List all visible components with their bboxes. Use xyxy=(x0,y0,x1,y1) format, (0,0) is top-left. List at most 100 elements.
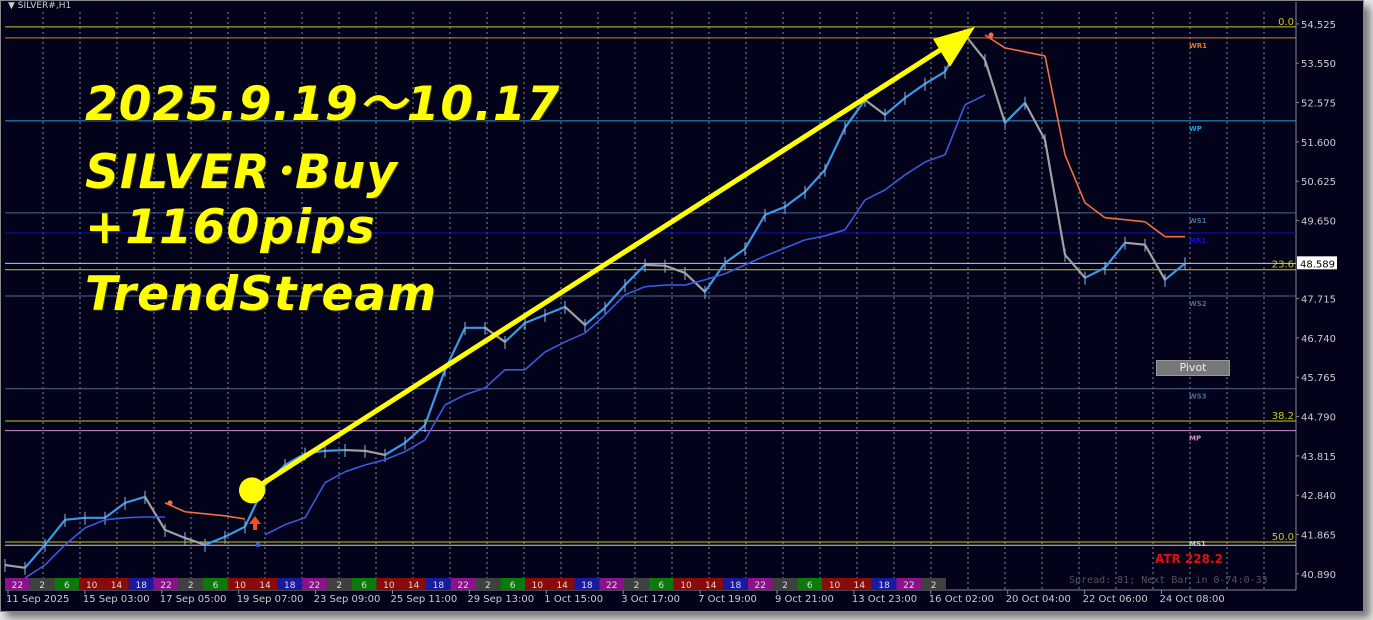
resistance-segment xyxy=(1104,216,1126,221)
y-tick-label: 54.525 xyxy=(1301,20,1336,31)
resistance-segment xyxy=(1124,218,1146,223)
session-block xyxy=(326,578,352,590)
price-segment xyxy=(544,305,566,316)
price-segment xyxy=(764,205,786,216)
session-block xyxy=(29,578,55,590)
session-block xyxy=(648,578,674,590)
session-block xyxy=(599,578,625,590)
y-tick-label: 40.890 xyxy=(1301,570,1336,581)
support-segment xyxy=(524,351,546,371)
session-block xyxy=(302,578,327,590)
session-block xyxy=(128,578,154,590)
price-segment xyxy=(824,127,846,171)
price-segment xyxy=(1004,101,1026,124)
symbol-label: SILVER#,H1 xyxy=(17,1,72,11)
y-tick-label: 44.790 xyxy=(1301,413,1336,424)
support-start-dot xyxy=(255,542,261,548)
session-block xyxy=(351,578,377,590)
support-segment xyxy=(404,439,426,453)
price-segment xyxy=(1024,102,1046,141)
trade-arrow-head-icon xyxy=(933,26,975,67)
resistance-start-dot xyxy=(988,32,994,38)
session-block xyxy=(401,578,426,590)
pivot-button[interactable]: Pivot xyxy=(1156,360,1230,376)
price-segment xyxy=(404,424,426,444)
x-tick-label: 29 Sep 13:00 xyxy=(467,594,534,605)
session-block xyxy=(376,578,402,590)
session-label: 14 xyxy=(854,581,866,591)
x-tick-label: 22 Oct 06:00 xyxy=(1083,594,1148,605)
resistance-segment xyxy=(204,512,226,517)
support-segment xyxy=(944,104,966,156)
price-segment xyxy=(724,247,746,264)
support-segment xyxy=(264,523,286,536)
support-segment xyxy=(64,527,86,546)
y-tick-label: 47.715 xyxy=(1301,295,1336,306)
session-block xyxy=(921,578,946,590)
session-block xyxy=(723,578,748,590)
level-label-WS1: WS1 xyxy=(1189,217,1207,225)
support-segment xyxy=(104,517,126,521)
session-label: 18 xyxy=(581,581,593,591)
price-segment xyxy=(604,284,626,309)
y-tick-label: 52.575 xyxy=(1301,99,1336,110)
price-segment xyxy=(504,322,526,343)
price-segment xyxy=(1064,254,1086,279)
resistance-segment xyxy=(184,510,206,515)
session-label: 10 xyxy=(235,581,247,591)
price-segment xyxy=(44,519,66,546)
level-label-MP: MP xyxy=(1189,435,1201,443)
level-label-50.0: 50.0 xyxy=(1272,532,1294,543)
trade-entry-dot xyxy=(239,477,265,504)
level-label-WP: WP xyxy=(1189,125,1202,133)
support-segment xyxy=(544,341,566,353)
support-segment xyxy=(764,247,786,257)
support-segment xyxy=(824,229,846,237)
resistance-start-dot xyxy=(167,500,173,506)
chart-title[interactable]: ▼ SILVER#,H1 xyxy=(8,1,72,11)
session-block xyxy=(673,578,699,590)
support-segment xyxy=(584,314,606,334)
x-tick-label: 3 Oct 17:00 xyxy=(621,594,680,605)
session-label: 18 xyxy=(433,581,445,591)
price-segment xyxy=(983,59,1007,124)
session-label: 2 xyxy=(782,581,788,591)
price-segment xyxy=(1084,266,1106,279)
price-segment xyxy=(564,306,586,326)
support-segment xyxy=(84,519,106,529)
level-label-38.2: 38.2 xyxy=(1272,411,1294,422)
session-label: 22 xyxy=(160,581,171,591)
session-block xyxy=(104,578,129,590)
support-segment xyxy=(864,189,886,201)
resistance-segment xyxy=(1044,55,1066,155)
session-block xyxy=(252,578,278,590)
session-block xyxy=(525,578,550,590)
support-segment xyxy=(904,161,926,176)
spread-info: Spread: 81; Next Bar in 0-74:0-33 xyxy=(1069,575,1268,586)
x-tick-label: 9 Oct 21:00 xyxy=(775,594,834,605)
price-segment xyxy=(124,495,146,504)
session-label: 22 xyxy=(12,581,23,591)
support-segment xyxy=(464,387,486,396)
price-segment xyxy=(924,70,946,85)
y-tick-label: 53.550 xyxy=(1301,59,1336,70)
annotation-pips: +1160pips xyxy=(85,200,376,255)
price-segment xyxy=(784,191,806,208)
price-segment xyxy=(64,516,86,521)
y-tick-label: 43.815 xyxy=(1301,452,1336,463)
support-segment xyxy=(364,458,386,466)
price-segment xyxy=(164,528,186,539)
x-tick-label: 7 Oct 19:00 xyxy=(698,594,757,605)
level-label-WS2: WS2 xyxy=(1189,300,1207,308)
session-block xyxy=(500,578,526,590)
atr-label: ATR 228.2 xyxy=(1155,552,1223,566)
support-segment xyxy=(424,404,446,441)
support-segment xyxy=(44,544,66,566)
session-block xyxy=(79,578,105,590)
session-label: 2 xyxy=(336,581,342,591)
y-tick-label: 42.840 xyxy=(1301,491,1336,502)
x-tick-label: 13 Oct 23:00 xyxy=(852,594,917,605)
y-tick-label: 51.600 xyxy=(1301,138,1336,149)
